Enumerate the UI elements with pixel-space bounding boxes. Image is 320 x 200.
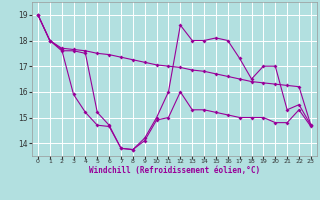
X-axis label: Windchill (Refroidissement éolien,°C): Windchill (Refroidissement éolien,°C) [89, 166, 260, 175]
